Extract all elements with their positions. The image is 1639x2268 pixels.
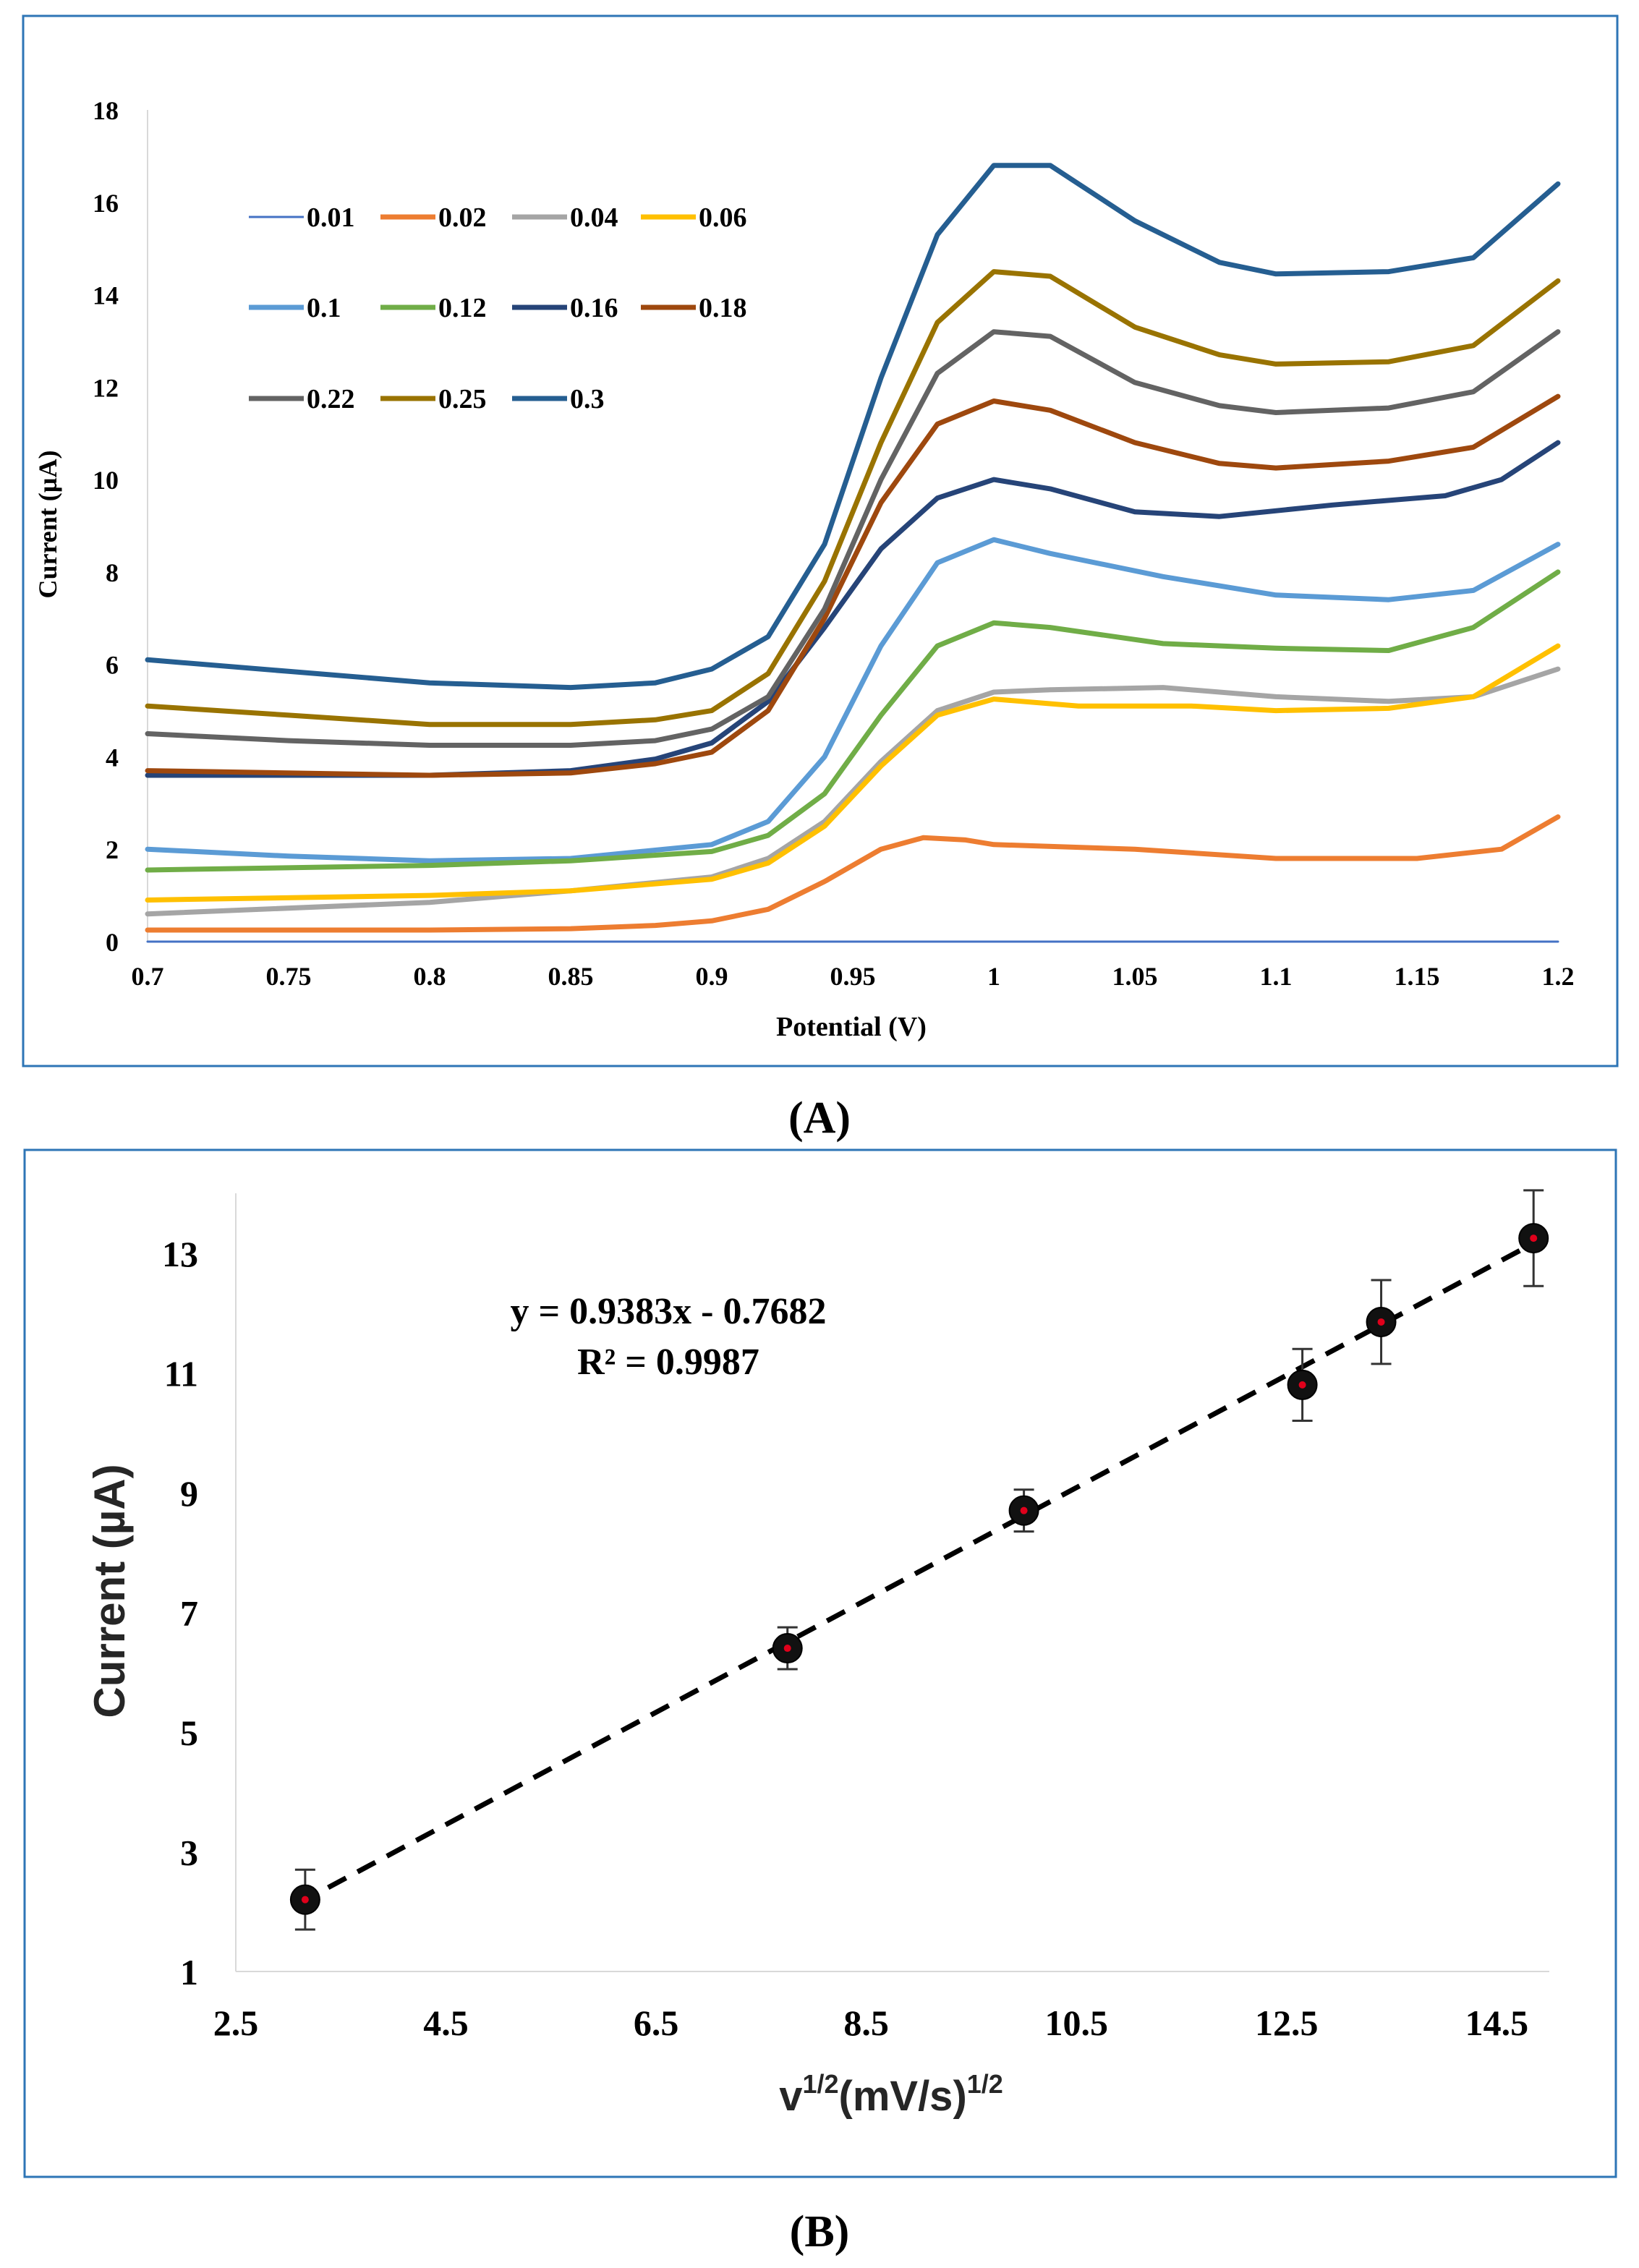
a-legend-label-0.02: 0.02 <box>438 202 487 233</box>
b-data-point-center <box>1377 1318 1385 1326</box>
a-y-tick-label: 16 <box>93 189 119 218</box>
panel-a-y-axis-title: Current (µA) <box>33 450 62 598</box>
a-x-tick-label: 1 <box>987 962 1000 991</box>
b-y-tick-label: 7 <box>180 1593 198 1633</box>
panel-a-x-axis-title: Potential (V) <box>776 1012 927 1042</box>
a-legend-label-0.12: 0.12 <box>438 293 487 323</box>
a-series-line-0.25 <box>145 269 1561 728</box>
a-x-tick-label: 0.9 <box>696 962 728 991</box>
panel-b-r-squared: R² = 0.9987 <box>577 1342 759 1383</box>
a-legend-label-0.16: 0.16 <box>570 293 618 323</box>
panel-a-legend: 0.01 0.02 0.04 0.06 0.1 0.12 0.16 0.18 0.22 0.25 0… <box>249 202 747 414</box>
a-legend-label-0.1: 0.1 <box>307 293 341 323</box>
panel-a-frame <box>22 14 1619 1067</box>
panel-a-label: (A) <box>788 1094 851 1143</box>
a-legend-label-0.25: 0.25 <box>438 384 487 414</box>
a-y-tick-label: 8 <box>106 558 119 587</box>
panel-b-frame <box>23 1148 1617 2178</box>
b-y-tick-label: 5 <box>180 1713 198 1753</box>
panel-b-x-axis-title: v1/2(mV/s)1/2 <box>779 2069 1003 2120</box>
a-x-tick-label: 1.1 <box>1260 962 1293 991</box>
a-y-tick-label: 10 <box>93 466 119 495</box>
b-data-point-center <box>1298 1381 1306 1389</box>
a-series-line-0.06 <box>145 643 1561 903</box>
a-series-line-0.22 <box>145 329 1561 748</box>
a-y-tick-label: 4 <box>106 743 119 772</box>
a-series-line-0.16 <box>145 440 1561 778</box>
b-data-point-center <box>783 1645 791 1653</box>
a-x-tick-label: 0.85 <box>548 962 594 991</box>
a-legend-label-0.22: 0.22 <box>307 384 355 414</box>
a-x-tick-label: 1.05 <box>1112 962 1158 991</box>
x-title-mid: (mV/s) <box>839 2073 967 2120</box>
a-legend-label-0.06: 0.06 <box>699 202 747 233</box>
b-x-tick-label: 8.5 <box>843 2003 889 2043</box>
x-title-sup2: 1/2 <box>967 2069 1003 2099</box>
b-x-tick-label: 12.5 <box>1255 2003 1319 2043</box>
b-y-tick-label: 13 <box>162 1234 198 1274</box>
b-data-point-center <box>301 1896 309 1904</box>
panel-b-points <box>289 1189 1549 1931</box>
b-data-point-center <box>1020 1506 1028 1514</box>
a-y-tick-label: 14 <box>93 281 119 310</box>
a-series-line-0.3 <box>145 163 1561 691</box>
b-data-point-center <box>1530 1235 1538 1242</box>
a-y-tick-label: 18 <box>93 96 119 125</box>
panel-a-series-lines <box>145 163 1561 943</box>
a-x-tick-label: 0.95 <box>830 962 876 991</box>
a-y-tick-label: 12 <box>93 373 119 402</box>
a-x-tick-label: 1.15 <box>1395 962 1440 991</box>
x-title-base: v <box>779 2073 802 2120</box>
b-x-tick-label: 6.5 <box>634 2003 679 2043</box>
a-series-line-0.02 <box>145 814 1561 933</box>
a-legend-label-0.01: 0.01 <box>307 202 355 233</box>
a-x-tick-label: 0.75 <box>266 962 312 991</box>
panel-b-label: (B) <box>790 2207 850 2256</box>
a-y-tick-label: 2 <box>106 835 119 864</box>
panel-b-equation: y = 0.9383x - 0.7682 <box>511 1291 827 1332</box>
a-x-tick-label: 0.8 <box>414 962 446 991</box>
a-legend-label-0.04: 0.04 <box>570 202 618 233</box>
panel-b-y-axis-title: Current (µA) <box>85 1464 134 1718</box>
b-x-tick-label: 10.5 <box>1044 2003 1108 2043</box>
a-y-tick-label: 0 <box>106 928 119 957</box>
a-series-line-0.12 <box>145 569 1561 873</box>
a-x-tick-label: 0.7 <box>132 962 164 991</box>
a-x-tick-label: 1.2 <box>1542 962 1575 991</box>
b-y-tick-label: 1 <box>180 1952 198 1992</box>
panel-a-y-axis: 0 2 4 6 8 10 12 14 16 18 <box>93 96 148 957</box>
b-y-tick-label: 3 <box>180 1832 198 1872</box>
b-y-tick-label: 11 <box>164 1353 198 1394</box>
b-x-tick-label: 2.5 <box>213 2003 259 2043</box>
a-y-tick-label: 6 <box>106 651 119 680</box>
b-y-tick-label: 9 <box>180 1473 198 1514</box>
a-legend-label-0.18: 0.18 <box>699 293 747 323</box>
a-legend-label-0.3: 0.3 <box>570 384 605 414</box>
a-series-line-0.1 <box>145 537 1561 864</box>
b-x-tick-label: 14.5 <box>1465 2003 1529 2043</box>
x-title-sup1: 1/2 <box>802 2069 838 2099</box>
b-x-tick-label: 4.5 <box>423 2003 469 2043</box>
a-series-line-0.18 <box>145 393 1561 778</box>
